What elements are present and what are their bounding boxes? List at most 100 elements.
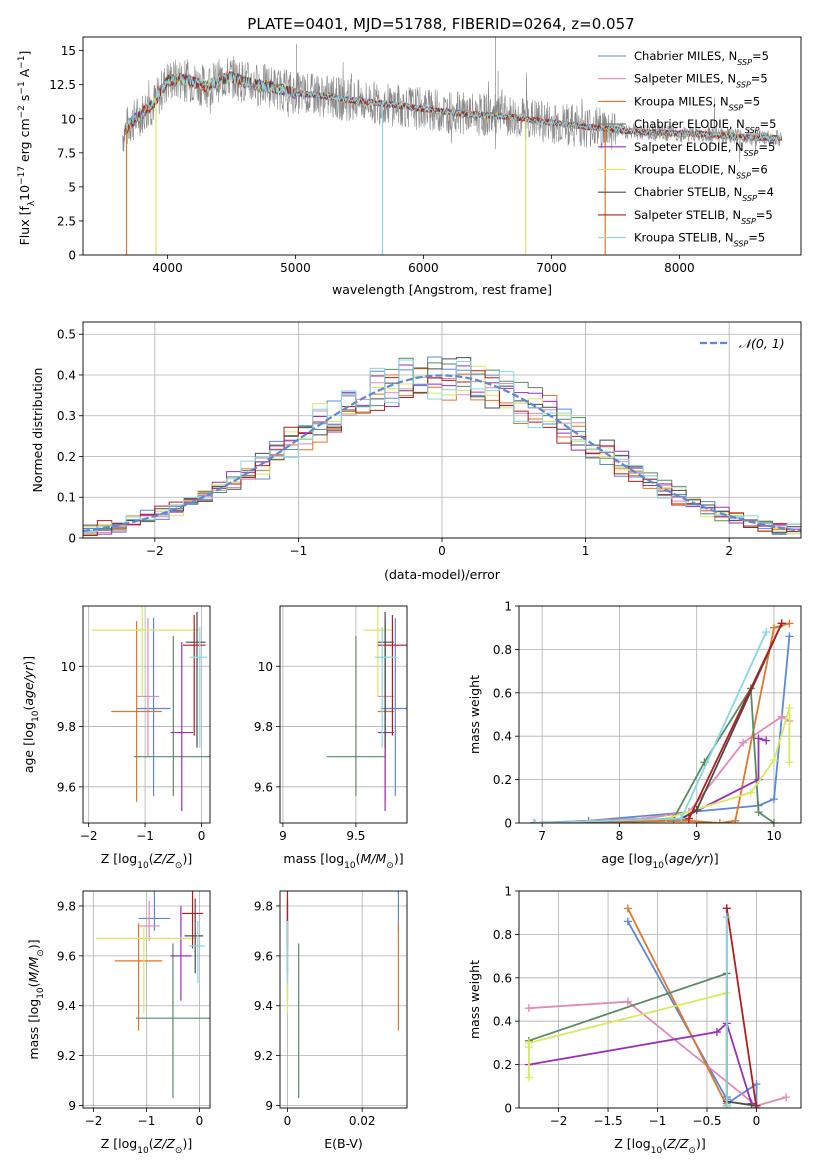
age-vs-mass-xlabel: mass [log10(M/M⊙)]: [283, 851, 403, 871]
weight-vs-Z-xlabel-part: 10: [651, 1146, 663, 1156]
age-vs-Z-xlabel-part: (: [149, 851, 154, 866]
age-vs-mass-xlabel-part: 10: [344, 861, 356, 871]
spectrum-frame: [82, 36, 802, 256]
weight-vs-Z-point-marker: [722, 904, 731, 913]
normal-curve-line: [83, 374, 801, 532]
age-vs-Z-ylabel: age [log10(age/yr)]: [21, 656, 41, 773]
spectrum-ytick-label: 0: [68, 249, 76, 263]
weight-vs-Z-point-marker: [623, 904, 632, 913]
residuals-plot-area: [83, 356, 801, 537]
residual-hist-line: [83, 357, 801, 533]
weight-vs-Z-point-marker: [712, 1028, 721, 1037]
weight-vs-Z-point-marker: [623, 917, 632, 926]
legend-name: Kroupa ELODIE, N: [634, 163, 736, 177]
legend-count: =5: [743, 94, 760, 108]
spectrum-legend-label: Salpeter STELIB, NSSP=5: [634, 208, 773, 226]
weight-vs-Z-xlabel-part: ⊙: [688, 1146, 696, 1156]
age-vs-mass-ytick-label: 9.8: [254, 720, 273, 734]
weight-vs-Z-ytick-label: 0.2: [493, 1058, 512, 1072]
mass-vs-ebv-ytick-label: 9.4: [254, 999, 273, 1013]
mass-vs-ebv-xtick-label: 0.02: [349, 1114, 376, 1128]
weight-vs-age-point-marker: [746, 788, 755, 797]
mass-vs-Z-ytick-label: 9.6: [57, 949, 76, 963]
spectrum-ylabel-part: 10: [17, 185, 32, 201]
age-vs-mass-xtick-label: 9.5: [346, 829, 365, 843]
spectrum-xtick-label: 5000: [280, 261, 311, 275]
weight-vs-age-point-marker: [684, 814, 693, 823]
weight-vs-age-series-line: [534, 622, 790, 823]
weight-vs-Z-series-line: [528, 1000, 787, 1107]
mass-vs-Z-ytick-label: 9.2: [57, 1049, 76, 1063]
spectrum-ytick-label: 7.5: [57, 146, 76, 160]
mass-vs-ebv-xlabel-part: E(B-V): [324, 1136, 363, 1151]
weight-vs-Z-xtick-label: 0: [753, 1114, 761, 1128]
spectrum-ytick-label: 10: [61, 112, 76, 126]
weight-vs-age-point-marker: [762, 628, 771, 637]
weight-vs-Z-ytick-label: 1: [504, 885, 512, 899]
spectrum-ylabel-part: λ: [27, 200, 37, 206]
weight-vs-age-point-marker: [785, 619, 794, 628]
legend-name: Chabrier MILES, N: [634, 49, 737, 63]
weight-vs-Z-point-marker: [524, 1038, 533, 1047]
mass-vs-ebv-plot-area: [286, 891, 400, 1099]
age-vs-Z-ylabel-part: age [log: [21, 722, 36, 773]
spectrum-ylabel-part: s: [17, 95, 32, 106]
weight-vs-Z-xtick-label: −1: [649, 1114, 667, 1128]
age-vs-mass-plot-area: [326, 606, 407, 811]
spectrum-legend-label: Chabrier STELIB, NSSP=4: [634, 185, 774, 203]
weight-vs-age-point-marker: [769, 819, 778, 823]
age-vs-mass-xlabel-part: mass [log: [283, 851, 344, 866]
weight-vs-age-point-marker: [754, 808, 763, 817]
spectrum-ylabel-part: Flux [f: [17, 206, 32, 246]
weight-vs-Z-panel: −2 −1.5 −1 −0.5 0 0 0.2 0.4 0.6 0.8 1 Z [log10(Z/Z⊙…: [467, 885, 802, 1156]
weight-vs-Z-point-marker: [782, 1093, 791, 1102]
residuals-xtick-label: 2: [725, 544, 733, 558]
weight-vs-age-xlabel-part: (: [664, 851, 669, 866]
residuals-ytick-label: 0: [68, 532, 76, 546]
legend-sub: SSP: [736, 80, 751, 89]
weight-vs-age-plot-area: [530, 619, 794, 823]
weight-vs-age-series-line: [534, 623, 783, 823]
mass-vs-Z-ylabel-part: (: [26, 982, 41, 987]
spectrum-legend-label: Salpeter MILES, NSSP=5: [634, 72, 768, 90]
weight-vs-age-ytick-label: 0.2: [493, 773, 512, 787]
weight-vs-Z-xlabel: Z [log10(Z/Z⊙)]: [614, 1136, 705, 1156]
age-vs-mass-frame: [279, 605, 408, 824]
weight-vs-Z-series-line: [627, 920, 758, 1108]
mass-vs-Z-xlabel: Z [log10(Z/Z⊙)]: [101, 1136, 192, 1156]
legend-name: Salpeter STELIB, N: [634, 208, 741, 222]
legend-sub: SSP: [744, 148, 759, 157]
legend-count: =5: [758, 140, 775, 154]
weight-vs-age-xtick-label: 9: [693, 829, 701, 843]
residuals-xlabel: (data-model)/error: [384, 567, 501, 582]
legend-sub: SSP: [734, 239, 749, 248]
weight-vs-age-point-marker: [785, 632, 794, 641]
weight-vs-age-xtick-label: 8: [616, 829, 624, 843]
mass-vs-Z-xtick-label: −1: [138, 1114, 156, 1128]
legend-name: Kroupa STELIB, N: [634, 231, 734, 245]
weight-vs-Z-xlabel-part: Z [log: [614, 1136, 650, 1151]
age-vs-mass-xlabel-part: )]: [394, 851, 404, 866]
residuals-xtick-label: −2: [146, 544, 164, 558]
weight-vs-age-xtick-label: 10: [766, 829, 781, 843]
weight-vs-Z-plot-area: [524, 904, 791, 1108]
legend-sub: SSP: [741, 216, 756, 225]
age-vs-Z-ylabel-part: 10: [31, 710, 41, 722]
weight-vs-Z-xtick-label: −0.5: [692, 1114, 721, 1128]
weight-vs-age-xlabel-part: age/yr: [669, 851, 710, 866]
age-vs-Z-xlabel-part: )]: [182, 851, 192, 866]
age-vs-Z-xlabel-part: Z [log: [101, 851, 137, 866]
legend-count: =5: [751, 72, 768, 86]
weight-vs-age-ytick-label: 0.6: [493, 686, 512, 700]
weight-vs-Z-point-marker: [524, 1004, 533, 1013]
age-vs-Z-ytick-label: 9.6: [57, 780, 76, 794]
age-vs-mass-ytick-label: 9.6: [254, 780, 273, 794]
weight-vs-age-point-marker: [769, 623, 778, 632]
weight-vs-age-xlabel-part: age [log: [601, 851, 652, 866]
age-vs-Z-plot-area: [91, 606, 210, 811]
spectrum-ytick-label: 2.5: [57, 214, 76, 228]
spectrum-ylabel-part: ]: [17, 51, 32, 56]
mass-vs-Z-xlabel-part: )]: [182, 1136, 192, 1151]
